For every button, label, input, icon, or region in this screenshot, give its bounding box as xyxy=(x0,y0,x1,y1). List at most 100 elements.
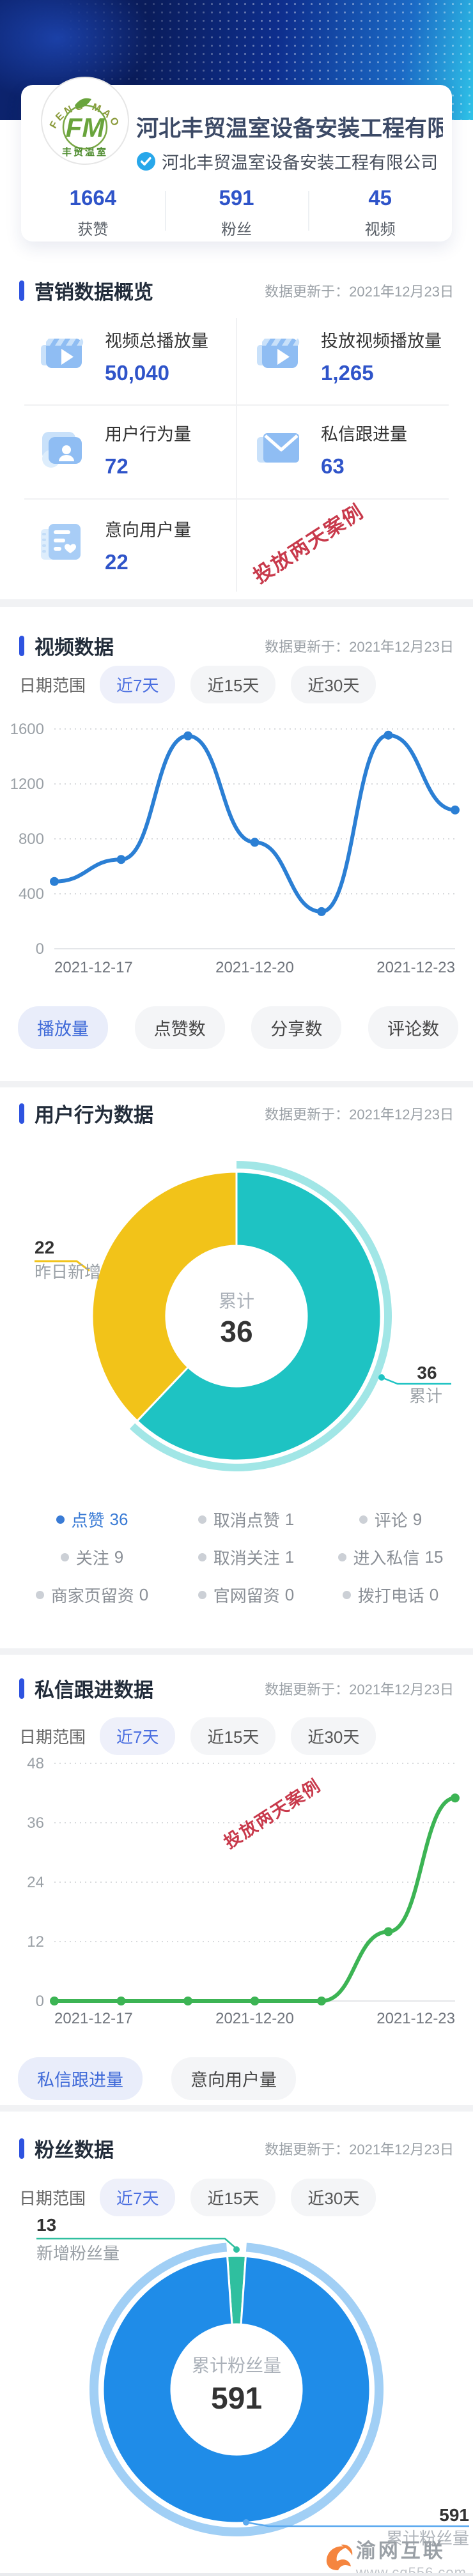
tab-message-follow[interactable]: 私信跟进量 xyxy=(18,2057,143,2100)
section-accent-bar xyxy=(19,280,24,301)
callout-left-value: 22 xyxy=(35,1238,54,1257)
donut-center-label: 累计 xyxy=(219,1291,254,1311)
section-user-behavior: 用户行为数据 数据更新于：2021年12月23日 累计 36 22 昨日新增 3… xyxy=(0,1087,473,1648)
stat-videos-value: 45 xyxy=(368,186,392,210)
message-metric-tabs: 私信跟进量 意向用户量 xyxy=(18,2057,458,2100)
logo-monogram: FM xyxy=(66,112,105,142)
section-divider xyxy=(0,1081,473,1087)
legend-label: 评论 xyxy=(374,1511,408,1530)
legend-label: 关注 xyxy=(75,1549,109,1568)
donut-center-label: 累计粉丝量 xyxy=(192,2356,281,2375)
range-pill-15d[interactable]: 近15天 xyxy=(190,1717,276,1755)
company-logo: FENG MAO FM 丰贸温室 xyxy=(40,76,130,165)
overview-cell-total-plays: 视频总播放量 50,040 xyxy=(38,327,208,385)
legend-item[interactable]: 点赞 36 xyxy=(12,1508,173,1531)
callout-left-label: 昨日新增 xyxy=(35,1262,101,1282)
message-line-chart[interactable]: 0 12 24 36 48 2021-12-17 2021-12-20 2021-12-23 xyxy=(0,1754,473,2028)
section-marketing-overview: 营销数据概览 数据更新于：2021年12月23日 视频总播放量 50,040 xyxy=(0,268,473,599)
callout-bottom-line xyxy=(245,2521,469,2527)
date-range-filter: 日期范围 近7天 近15天 近30天 xyxy=(19,666,391,703)
svg-text:2021-12-17: 2021-12-17 xyxy=(54,959,133,976)
section-accent-bar xyxy=(19,1103,24,1124)
watermark: 渝网互联 www.cq556.com xyxy=(322,2534,467,2576)
range-pill-7d[interactable]: 近7天 xyxy=(100,1717,176,1755)
legend-dot xyxy=(198,1553,206,1561)
cell-value: 1,265 xyxy=(321,361,374,385)
callout-top-dot xyxy=(233,2246,240,2253)
tab-shares[interactable]: 分享数 xyxy=(251,1006,342,1049)
company-title: 河北丰贸温室设备安装工程有限... xyxy=(136,116,443,141)
range-pill-30d[interactable]: 近30天 xyxy=(291,2179,376,2216)
callout-left-line xyxy=(35,1260,90,1272)
svg-text:24: 24 xyxy=(27,1874,44,1891)
case-annotation: 投放两天案例 xyxy=(249,500,368,588)
tab-comments[interactable]: 评论数 xyxy=(368,1006,458,1049)
legend-item[interactable]: 关注 9 xyxy=(12,1545,173,1569)
section-accent-bar xyxy=(19,2138,24,2159)
legend-value: 0 xyxy=(139,1585,149,1604)
updated-text: 数据更新于：2021年12月23日 xyxy=(265,2141,454,2158)
legend-value: 36 xyxy=(109,1510,128,1529)
svg-text:0: 0 xyxy=(36,940,44,958)
verified-badge-icon xyxy=(136,151,156,171)
cell-label: 意向用户量 xyxy=(105,521,191,540)
range-pill-15d[interactable]: 近15天 xyxy=(190,2179,276,2216)
page-bottom-divider xyxy=(0,2573,473,2576)
updated-text: 数据更新于：2021年12月23日 xyxy=(265,638,454,655)
legend-dot xyxy=(342,1591,351,1599)
legend-item[interactable]: 评论 9 xyxy=(320,1508,461,1531)
logo-caption: 丰贸温室 xyxy=(62,146,108,158)
section-title-message: 私信跟进数据 xyxy=(35,1679,153,1701)
svg-text:2021-12-20: 2021-12-20 xyxy=(215,2010,294,2027)
legend-item[interactable]: 拨打电话 0 xyxy=(320,1583,461,1607)
cell-value: 50,040 xyxy=(105,361,169,385)
video-line-chart[interactable]: 0 400 800 1200 1600 2021-12-17 2021-12-20 2021-… xyxy=(0,722,473,977)
range-pill-7d[interactable]: 近7天 xyxy=(100,666,176,703)
range-pill-7d[interactable]: 近7天 xyxy=(100,2179,176,2216)
legend-value: 1 xyxy=(284,1547,295,1567)
legend-dot xyxy=(198,1591,206,1599)
tab-likes[interactable]: 点赞数 xyxy=(134,1006,225,1049)
legend-dot xyxy=(337,1553,346,1561)
range-pill-15d[interactable]: 近15天 xyxy=(190,666,276,703)
overview-cell-user-behavior: 用户行为量 72 xyxy=(38,420,191,479)
verified-row: 河北丰贸温室设备安装工程有限公司 xyxy=(136,149,438,174)
stat-fans: 591 粉丝 xyxy=(164,186,309,239)
legend-item[interactable]: 官网留资 0 xyxy=(173,1583,320,1607)
date-range-filter: 日期范围 近7天 近15天 近30天 xyxy=(19,1717,391,1755)
svg-text:12: 12 xyxy=(27,1933,44,1951)
behavior-donut-chart[interactable]: 累计 36 22 昨日新增 36 累计 xyxy=(0,1150,473,1508)
legend-dot xyxy=(60,1553,69,1561)
section-title-video: 视频数据 xyxy=(35,636,114,659)
stat-likes: 1664 获赞 xyxy=(21,186,165,239)
legend-dot xyxy=(56,1515,65,1524)
range-pill-30d[interactable]: 近30天 xyxy=(291,666,376,703)
legend-value: 9 xyxy=(114,1547,124,1567)
legend-item[interactable]: 取消点赞 1 xyxy=(173,1508,320,1531)
svg-text:0: 0 xyxy=(36,1993,44,2010)
section-video-data: 视频数据 数据更新于：2021年12月23日 日期范围 近7天 近15天 近30… xyxy=(0,607,473,1081)
legend-item[interactable]: 商家页留资 0 xyxy=(12,1583,173,1607)
tab-intent-users[interactable]: 意向用户量 xyxy=(171,2057,296,2100)
stat-likes-label: 获赞 xyxy=(77,221,109,238)
range-pill-30d[interactable]: 近30天 xyxy=(291,1717,376,1755)
date-range-label: 日期范围 xyxy=(19,1728,86,1747)
legend-item[interactable]: 进入私信 15 xyxy=(320,1545,461,1569)
cell-label: 投放视频播放量 xyxy=(321,332,442,351)
legend-dot xyxy=(359,1515,368,1524)
legend-item[interactable]: 取消关注 1 xyxy=(173,1545,320,1569)
legend-value: 15 xyxy=(424,1547,444,1567)
fans-donut-chart[interactable]: 累计粉丝量 591 13 新增粉丝量 591 累计粉丝量 xyxy=(0,2198,473,2556)
svg-text:48: 48 xyxy=(27,1755,44,1772)
svg-text:2021-12-17: 2021-12-17 xyxy=(54,2010,133,2027)
section-message-data: 私信跟进数据 数据更新于：2021年12月23日 日期范围 近7天 近15天 近… xyxy=(0,1655,473,2105)
stat-videos: 45 视频 xyxy=(308,186,452,239)
stat-fans-value: 591 xyxy=(219,186,254,210)
updated-text: 数据更新于：2021年12月23日 xyxy=(265,1106,454,1123)
svg-text:1200: 1200 xyxy=(10,776,44,793)
tab-plays[interactable]: 播放量 xyxy=(18,1006,108,1049)
date-range-filter: 日期范围 近7天 近15天 近30天 xyxy=(19,2179,391,2216)
legend-value: 0 xyxy=(429,1585,439,1604)
section-divider xyxy=(0,599,473,607)
callout-right-label: 累计 xyxy=(409,1386,442,1406)
